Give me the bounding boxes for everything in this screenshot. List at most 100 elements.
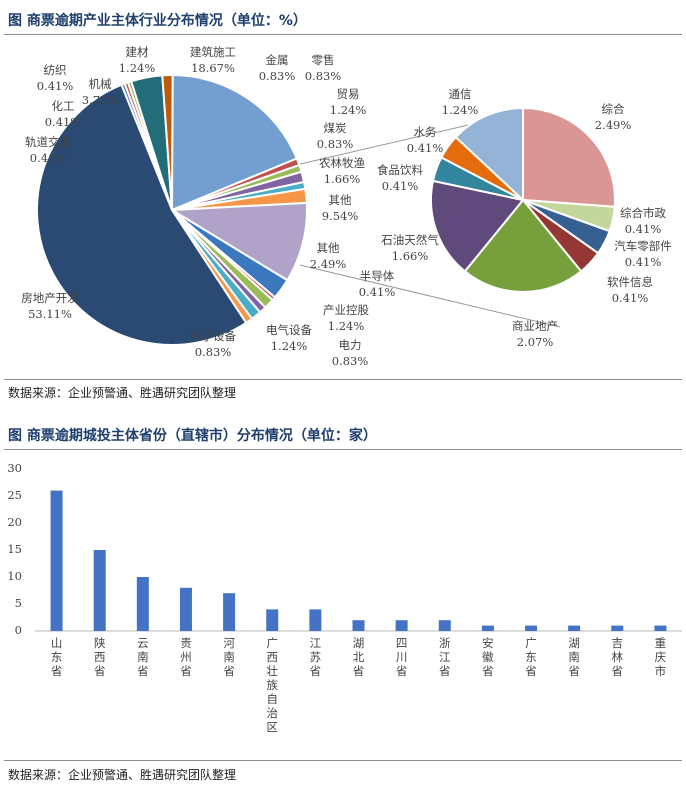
slice-value: 9.54%	[321, 209, 359, 223]
slice-name: 房地产开发	[21, 291, 79, 305]
slice-name: 软件信息	[607, 275, 653, 289]
slice-name: 建材	[125, 45, 149, 59]
pie-slice-11	[168, 201, 308, 282]
slice-name: 零售	[311, 53, 335, 67]
sub-pie-slice-0	[522, 106, 616, 208]
x-tick-label: 安徽省	[482, 636, 494, 678]
slice-value: 1.66%	[391, 249, 429, 263]
slice-name: 贸易	[336, 87, 360, 101]
sub-pie-slice-label: 食品饮料 0.41%	[377, 162, 423, 194]
slice-value: 0.83%	[331, 354, 369, 368]
x-tick-label: 浙江省	[439, 636, 451, 678]
pie-slice-5	[170, 73, 299, 212]
slice-value: 53.11%	[28, 307, 72, 321]
bar-source-note: 数据来源：企业预警通、胜遇研究团队整理	[8, 768, 237, 782]
divider	[4, 34, 682, 35]
bar-安徽省	[481, 625, 494, 631]
x-tick-label: 陕西省	[93, 636, 106, 678]
bar-河南省	[223, 593, 236, 631]
pie-slice-label: 贸易 1.24%	[330, 86, 367, 118]
pie-chart	[36, 73, 616, 346]
slice-value: 2.49%	[594, 118, 632, 132]
slice-name: 农林牧渔	[319, 156, 365, 170]
bar-山东省	[50, 490, 63, 631]
y-tick-label: 25	[7, 488, 22, 502]
y-tick-label: 0	[14, 623, 22, 637]
slice-value: 0.41%	[624, 222, 662, 236]
pie-slice-label: 建材 1.24%	[119, 44, 156, 76]
pie-chart-title: 图 商票逾期产业主体行业分布情况（单位：%）	[8, 13, 307, 29]
sub-pie-slice-label: 综合 2.49%	[595, 101, 632, 133]
slice-value: 0.41%	[624, 255, 662, 269]
bar-江苏省	[309, 609, 322, 631]
x-tick-label: 云南省	[137, 636, 149, 678]
bar-湖北省	[352, 620, 365, 631]
x-tick-label: 广东省	[525, 636, 537, 678]
slice-name: 综合	[601, 102, 625, 116]
slice-value: 1.24%	[270, 339, 308, 353]
slice-value: 0.83%	[258, 69, 296, 83]
sub-pie-slice-label: 商业地产 2.07%	[512, 318, 558, 350]
y-tick-label: 10	[7, 569, 22, 583]
sub-pie-slice-label: 汽车零部件 0.41%	[614, 238, 672, 270]
slice-name: 金属	[265, 53, 289, 67]
bar-贵州省	[179, 587, 192, 631]
sub-pie-slice-label: 软件信息 0.41%	[607, 274, 653, 306]
slice-value: 0.41%	[611, 291, 649, 305]
sub-pie-slice-label: 石油天然气 1.66%	[381, 232, 439, 264]
slice-name: 化工	[51, 99, 75, 113]
slice-value: 18.67%	[191, 61, 235, 75]
slice-value: 0.41%	[36, 79, 74, 93]
divider	[4, 379, 682, 380]
slice-value: 1.24%	[118, 61, 156, 75]
slice-value: 0.41%	[381, 179, 419, 193]
slice-value: 0.83%	[304, 69, 342, 83]
slice-name: 产业控股	[323, 303, 369, 317]
sub-pie-slice-8	[454, 106, 524, 203]
slice-name: 食品饮料	[377, 163, 423, 177]
pie-slice-label: 金属 0.83%	[259, 52, 296, 84]
pie-slice-label: 农林牧渔 1.66%	[319, 155, 365, 187]
slice-value: 0.41%	[358, 285, 396, 299]
bar-广西壮族自治区	[266, 609, 279, 631]
pie-slice-label: 轨道交通 0.41%	[25, 134, 71, 166]
pie-slice-label: 其他 2.49%	[310, 240, 347, 272]
slice-value: 1.24%	[329, 103, 367, 117]
bar-浙江省	[438, 620, 451, 631]
slice-value: 1.24%	[327, 319, 365, 333]
y-tick-label: 30	[7, 461, 22, 475]
divider	[4, 760, 682, 761]
connector-line	[299, 264, 561, 328]
bar-湖南省	[568, 625, 581, 631]
slice-name: 纺织	[43, 63, 67, 77]
slice-name: 通信	[448, 87, 472, 101]
slice-value: 3.73%	[81, 93, 119, 107]
pie-slice-label: 化工 0.41%	[45, 98, 82, 130]
slice-value: 2.07%	[516, 335, 554, 349]
pie-slice-label: 纺织 0.41%	[37, 62, 74, 94]
slice-value: 0.41%	[406, 141, 444, 155]
slice-value: 1.24%	[441, 103, 479, 117]
pie-slice-18	[36, 83, 248, 346]
pie-slice-label: 其他 9.54%	[322, 192, 359, 224]
slice-name: 商业地产	[512, 319, 558, 333]
x-tick-label: 重庆市	[654, 636, 667, 678]
sub-pie-slice-label: 水务 0.41%	[407, 124, 444, 156]
slice-name: 煤炭	[323, 121, 347, 135]
pie-slice-label: 房地产开发 53.11%	[21, 290, 79, 322]
x-tick-label: 吉林省	[611, 636, 624, 678]
slice-value: 0.41%	[44, 115, 82, 129]
slice-name: 综合市政	[620, 206, 666, 220]
x-tick-label: 湖南省	[568, 636, 580, 678]
slice-name: 电力	[338, 338, 362, 352]
slice-value: 0.83%	[194, 345, 232, 359]
sub-pie-slice-5	[430, 179, 525, 273]
bar-重庆市	[654, 625, 667, 631]
x-tick-label: 湖北省	[352, 636, 365, 678]
pie-slice-label: 产业控股 1.24%	[323, 302, 369, 334]
y-tick-label: 5	[14, 596, 22, 610]
sub-pie-slice-label: 通信 1.24%	[442, 86, 479, 118]
x-tick-label: 贵州省	[180, 636, 192, 678]
pie-slice-label: 零售 0.83%	[305, 52, 342, 84]
x-tick-label: 山东省	[50, 636, 63, 678]
